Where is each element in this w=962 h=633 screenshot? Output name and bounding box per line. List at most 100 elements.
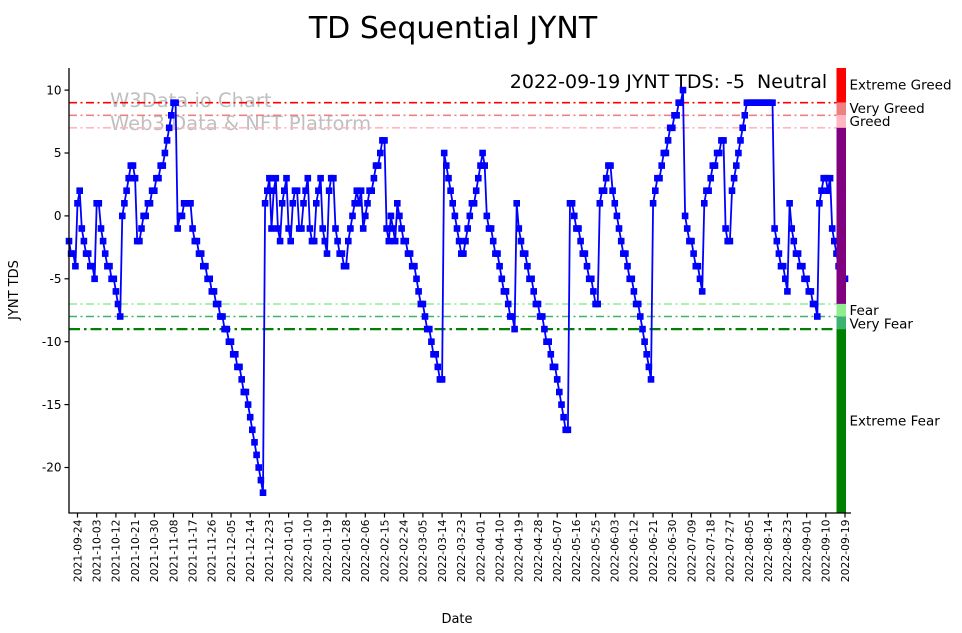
data-marker xyxy=(187,200,194,207)
data-marker xyxy=(426,325,433,333)
data-marker xyxy=(504,300,512,308)
data-marker xyxy=(683,225,691,232)
data-marker xyxy=(545,338,552,345)
x-tick-label: 2021-12-14 xyxy=(244,519,257,582)
data-marker xyxy=(475,174,482,182)
data-marker xyxy=(359,225,367,232)
data-marker xyxy=(142,212,149,220)
data-marker xyxy=(560,413,567,421)
data-marker xyxy=(622,250,629,257)
data-marker xyxy=(773,237,781,245)
data-marker xyxy=(803,275,810,283)
data-marker xyxy=(342,262,350,270)
data-marker xyxy=(720,137,727,144)
series-markers xyxy=(65,86,849,496)
data-marker xyxy=(283,174,290,182)
x-tick-label: 2021-09-24 xyxy=(71,519,84,582)
data-marker xyxy=(786,200,793,207)
data-marker xyxy=(711,162,719,169)
data-marker xyxy=(607,162,614,169)
data-marker xyxy=(826,174,834,182)
data-marker xyxy=(377,149,384,157)
data-marker xyxy=(528,275,535,283)
data-marker xyxy=(470,200,478,207)
data-marker xyxy=(80,237,88,245)
data-marker xyxy=(385,237,393,245)
data-marker xyxy=(818,187,825,194)
x-tick-label: 2022-02-06 xyxy=(359,519,372,582)
data-marker xyxy=(630,288,638,295)
data-marker xyxy=(97,225,105,232)
data-marker xyxy=(206,275,213,283)
data-marker xyxy=(249,426,256,434)
data-marker xyxy=(624,262,631,270)
zone-label: Extreme Fear xyxy=(850,414,941,430)
data-marker xyxy=(321,237,329,245)
data-marker xyxy=(728,187,736,194)
data-marker xyxy=(110,275,118,283)
data-marker xyxy=(438,376,446,383)
data-marker xyxy=(521,250,529,257)
data-marker xyxy=(214,300,222,308)
data-marker xyxy=(236,363,243,371)
x-tick-label: 2022-03-23 xyxy=(455,520,468,583)
data-marker xyxy=(112,288,120,295)
data-marker xyxy=(246,413,254,421)
data-marker xyxy=(276,237,284,245)
data-marker xyxy=(428,338,435,345)
colorbar-segment xyxy=(836,304,846,317)
data-marker xyxy=(300,200,307,207)
data-marker xyxy=(681,212,689,220)
data-marker xyxy=(70,250,77,257)
x-tick-label: 2022-08-05 xyxy=(743,520,756,583)
zone-label: Very Greed xyxy=(850,101,925,117)
y-tick-label: 10 xyxy=(46,83,61,97)
x-tick-label: 2021-11-08 xyxy=(167,519,180,582)
data-marker xyxy=(136,237,143,245)
data-marker xyxy=(287,237,294,245)
annotation-sentiment: Neutral xyxy=(757,71,827,93)
zone-label: Fear xyxy=(850,303,880,319)
data-marker xyxy=(317,174,324,182)
data-marker xyxy=(652,187,659,194)
data-marker xyxy=(219,313,226,320)
data-marker xyxy=(325,187,333,194)
data-marker xyxy=(502,288,510,295)
y-tick-label: -10 xyxy=(42,335,62,349)
data-marker xyxy=(278,200,286,207)
data-marker xyxy=(477,162,484,169)
data-marker xyxy=(460,250,467,257)
x-tick-label: 2022-05-25 xyxy=(589,520,602,583)
data-marker xyxy=(332,225,339,232)
data-marker xyxy=(594,300,601,308)
data-marker xyxy=(641,338,648,345)
data-marker xyxy=(268,225,275,232)
data-marker xyxy=(389,225,397,232)
data-marker xyxy=(730,174,738,182)
x-tick-label: 2022-06-03 xyxy=(609,520,622,583)
data-marker xyxy=(232,351,239,358)
data-marker xyxy=(814,313,821,320)
colorbar-segment xyxy=(836,102,846,116)
data-marker xyxy=(119,212,126,220)
data-marker xyxy=(106,262,113,270)
data-marker xyxy=(368,187,375,194)
x-tick-label: 2022-07-27 xyxy=(724,520,737,583)
data-marker xyxy=(91,275,98,283)
y-tick-label: -15 xyxy=(42,398,62,412)
data-marker xyxy=(656,174,663,182)
x-tick-label: 2022-04-01 xyxy=(474,520,487,583)
axes: 10 5 0 -5 -10 -15 -20 2021-09-24 2021-10-03 2021-… xyxy=(42,68,852,582)
data-marker xyxy=(396,212,403,220)
colorbar-segment xyxy=(836,68,846,103)
data-marker xyxy=(782,275,789,283)
data-marker xyxy=(406,250,414,257)
data-marker xyxy=(244,401,252,408)
data-marker xyxy=(270,187,277,194)
x-tick-label: 2022-01-28 xyxy=(340,519,353,582)
data-marker xyxy=(310,237,318,245)
data-marker xyxy=(330,174,337,182)
data-marker xyxy=(72,262,79,270)
data-marker xyxy=(374,162,382,169)
threshold-lines xyxy=(69,101,837,331)
